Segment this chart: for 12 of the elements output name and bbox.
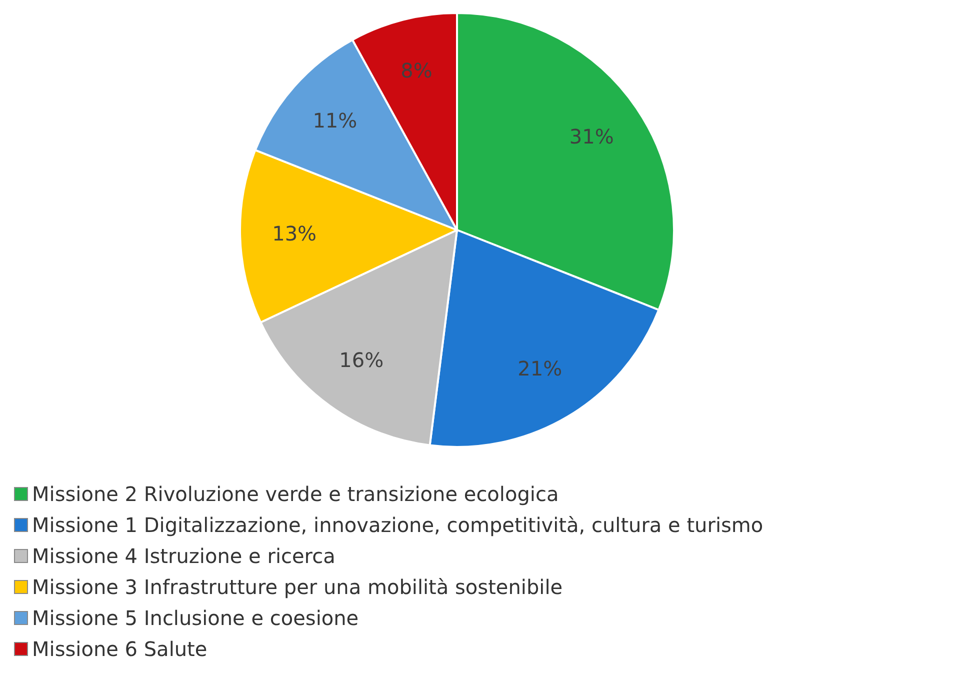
data-label: 13% <box>272 221 317 246</box>
legend-label: Missione 4 Istruzione e ricerca <box>32 544 336 568</box>
data-label: 11% <box>312 108 358 133</box>
legend-label: Missione 1 Digitalizzazione, innovazione, competitività, cultura e turismo <box>32 512 764 536</box>
legend-label: Missione 2 Rivoluzione verde e transizione ecologica <box>32 482 559 506</box>
data-label: 16% <box>339 348 384 372</box>
data-label: 8% <box>400 58 432 83</box>
legend-label: Missione 5 Inclusione e coesione <box>32 606 359 630</box>
legend-label: Missione 6 Salute <box>32 636 208 660</box>
legend-label: Missione 3 Infrastrutture per una mobilità sostenibile <box>32 574 563 598</box>
data-label: 21% <box>518 356 562 380</box>
data-label: 31% <box>569 124 614 149</box>
